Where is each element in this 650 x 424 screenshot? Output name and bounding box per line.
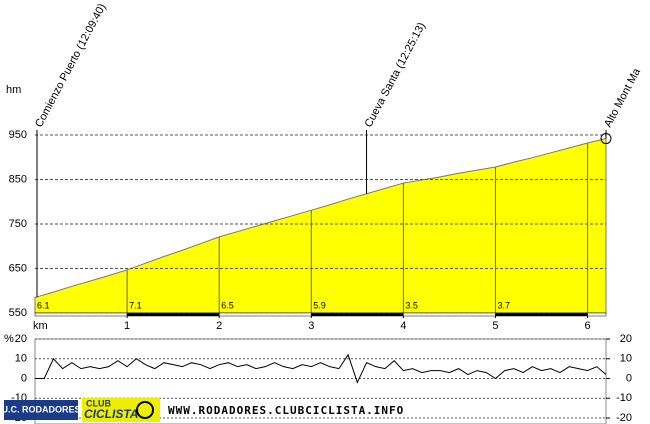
gradient-label: 5.9 bbox=[313, 300, 326, 310]
axis-segment bbox=[587, 312, 607, 317]
elevation-area bbox=[34, 137, 607, 314]
gradient-label: 7.1 bbox=[129, 300, 142, 310]
axis-segment bbox=[34, 312, 128, 317]
y-axis-label: % bbox=[4, 333, 14, 345]
x-tick-label: 2 bbox=[216, 320, 222, 332]
badge-box bbox=[4, 400, 78, 420]
y-tick-label: 10 bbox=[15, 353, 27, 365]
brand-text: CICLISTA bbox=[84, 407, 138, 421]
x-tick-label: 1 bbox=[124, 320, 130, 332]
footer: U.C. RODADORES CLUB CICLISTA WWW.RODADOR… bbox=[1, 398, 404, 422]
y2-tick-label: -20 bbox=[616, 412, 632, 424]
x-tick-label: 3 bbox=[308, 320, 314, 332]
y-tick-label: 550 bbox=[9, 307, 27, 319]
gradient-line bbox=[35, 353, 607, 384]
axis-segment bbox=[311, 312, 404, 317]
y2-tick-label: 10 bbox=[620, 353, 632, 365]
axis-segment bbox=[403, 312, 496, 317]
axis-segment bbox=[126, 312, 220, 317]
y-tick-label: 750 bbox=[9, 218, 27, 230]
badge-text: U.C. RODADORES bbox=[1, 404, 80, 414]
x-axis-label: km bbox=[33, 320, 48, 332]
url-text: WWW.RODADORES.CLUBCICLISTA.INFO bbox=[168, 404, 404, 417]
summit-marker bbox=[600, 133, 612, 145]
x-tick-label: 4 bbox=[400, 320, 406, 332]
gradient-label: 6.1 bbox=[37, 300, 50, 310]
x-tick-label: 5 bbox=[492, 320, 498, 332]
axis-segment bbox=[218, 312, 312, 317]
y-tick-label: 650 bbox=[9, 262, 27, 274]
gradient-label: 3.7 bbox=[497, 300, 510, 310]
y-tick-label: 0 bbox=[21, 372, 27, 384]
y-tick-label: 20 bbox=[15, 333, 27, 345]
y-tick-label: 850 bbox=[9, 173, 27, 185]
x-tick-label: 6 bbox=[585, 320, 591, 332]
brand-top: CLUB bbox=[86, 398, 111, 408]
y-axis-label: hm bbox=[6, 84, 21, 96]
y-tick-label: 950 bbox=[9, 129, 27, 141]
gradient-label: 6.5 bbox=[221, 300, 234, 310]
y2-tick-label: 0 bbox=[626, 372, 632, 384]
axis-segment bbox=[495, 312, 588, 317]
y2-tick-label: 20 bbox=[620, 333, 632, 345]
y2-tick-label: -10 bbox=[616, 392, 632, 404]
gradient-label: 3.5 bbox=[405, 300, 418, 310]
bike-icon bbox=[136, 401, 154, 419]
